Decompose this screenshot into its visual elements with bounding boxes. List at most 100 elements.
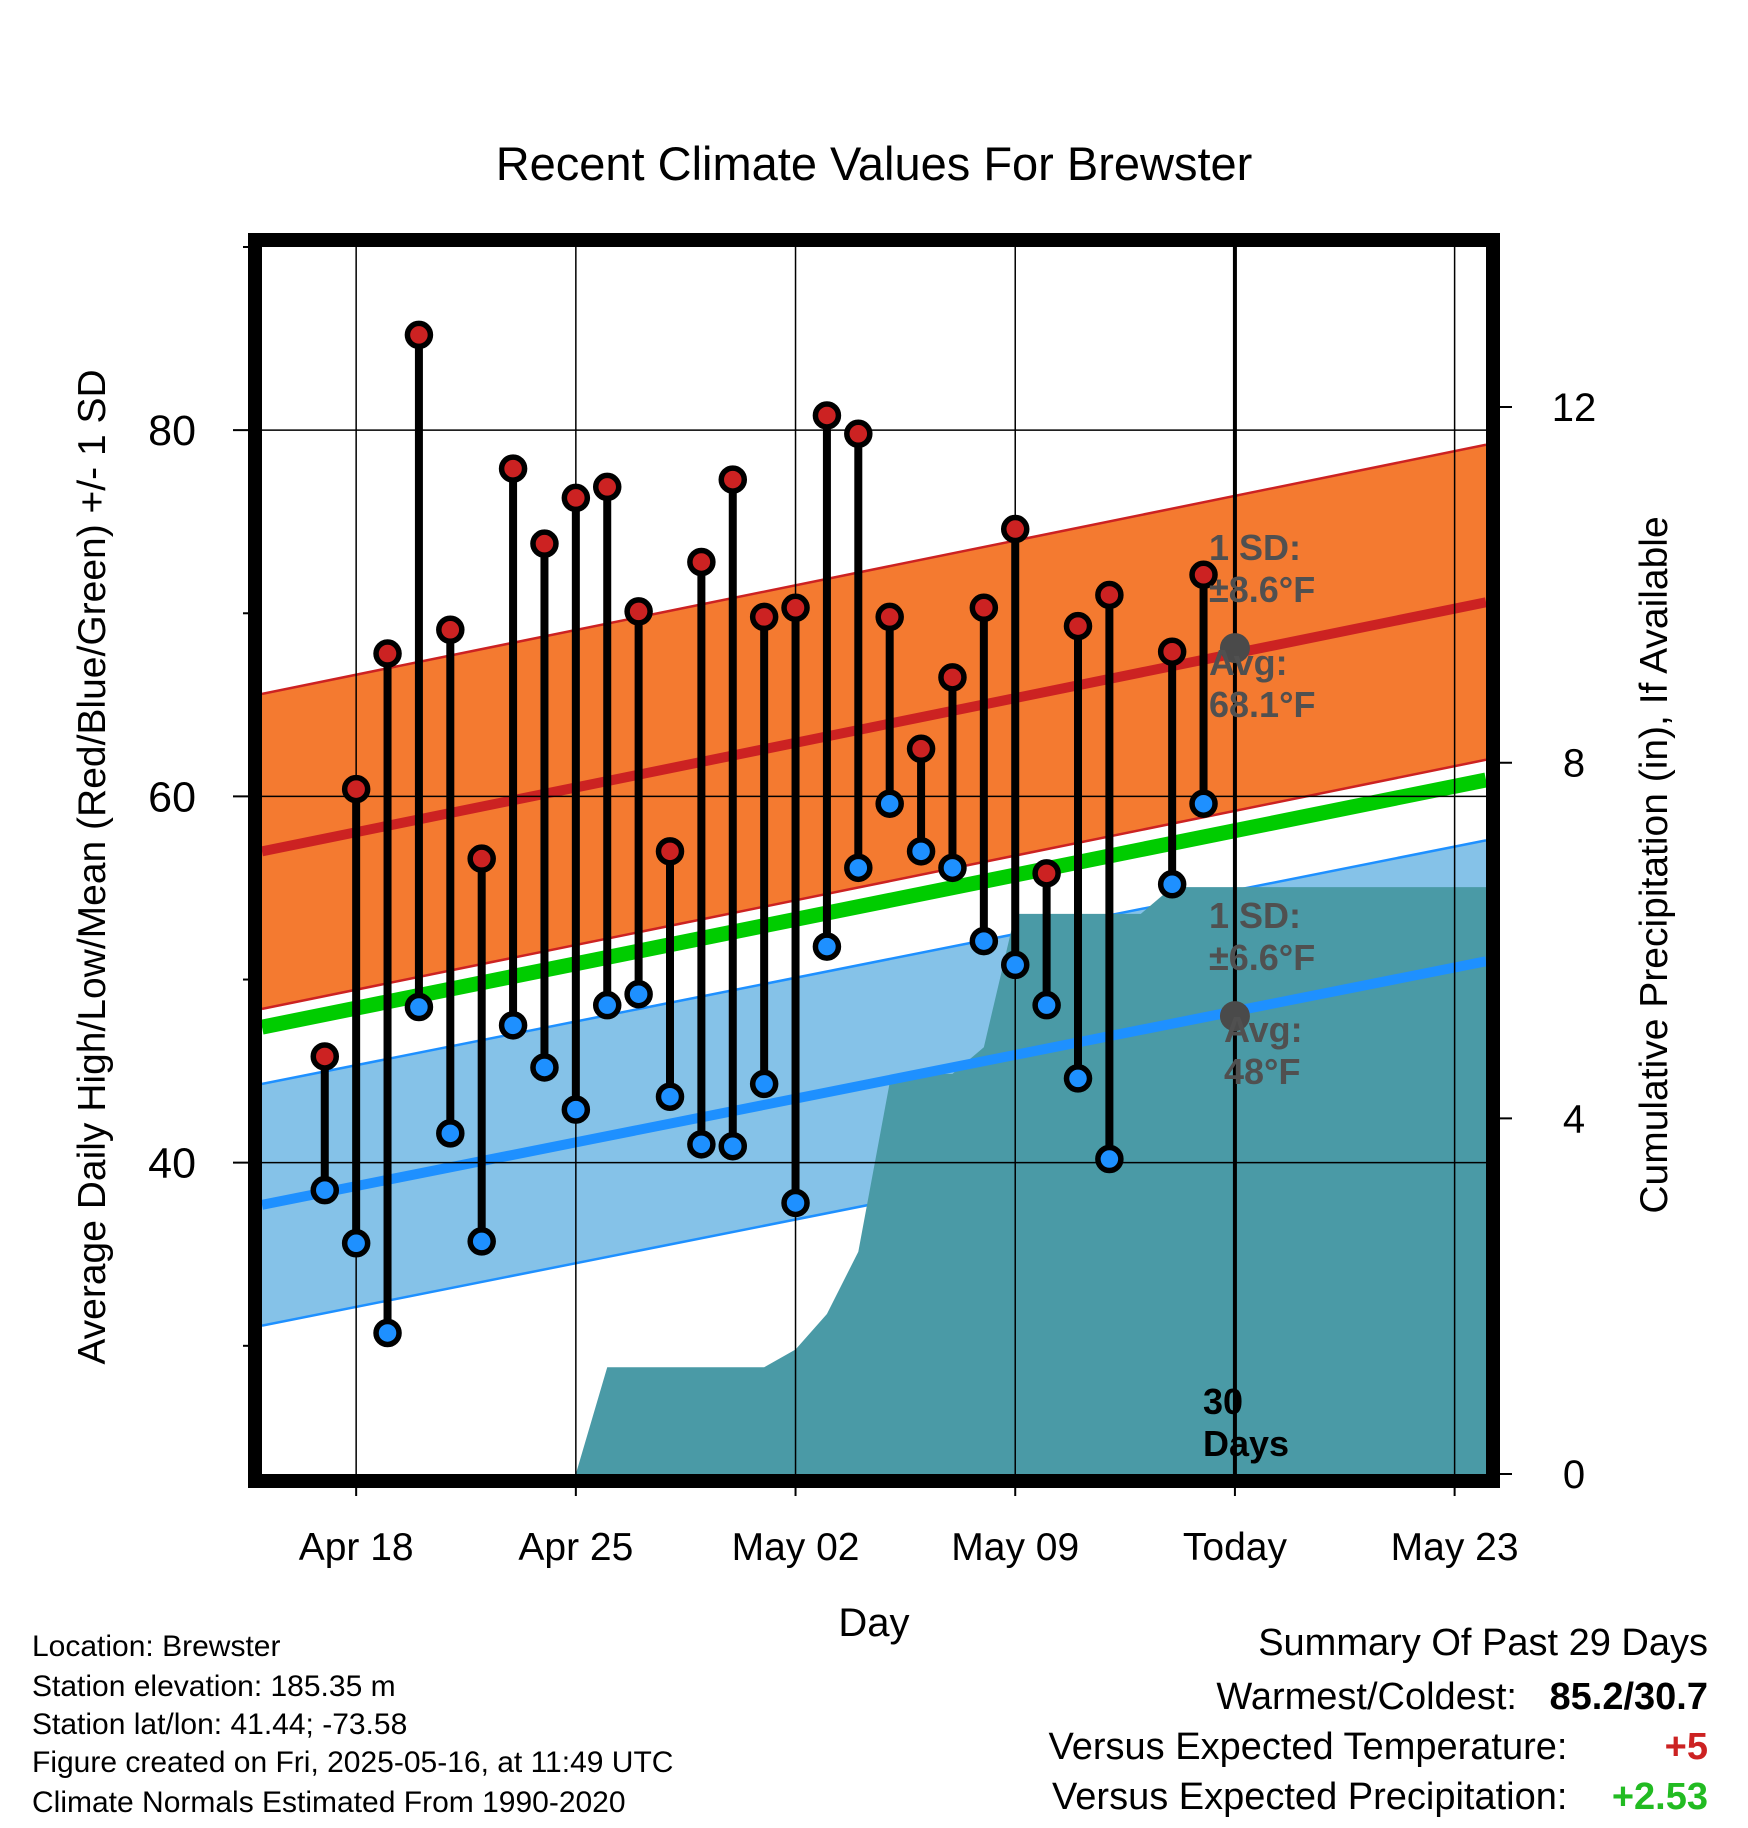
low-temp-point xyxy=(781,1188,810,1218)
low-temp-point xyxy=(844,853,873,883)
low-temp-point xyxy=(530,1053,559,1082)
normal-low-sd-band-upper-edge xyxy=(262,839,1486,1086)
high-temp-point xyxy=(1095,580,1124,610)
high-temp-point xyxy=(906,734,936,764)
low-temp-point xyxy=(718,1131,748,1161)
y2-tick-label: 12 xyxy=(1552,386,1597,430)
high-temp-point xyxy=(749,602,779,632)
summary-warm-cold-row: Warmest/Coldest: 85.2/30.7 xyxy=(1216,1676,1708,1719)
low-temp-point xyxy=(687,1130,716,1159)
footer-latlon: Station lat/lon: 41.44; -73.58 xyxy=(32,1708,408,1741)
y-tick-label: 40 xyxy=(148,1140,196,1188)
high-temp-point xyxy=(1189,560,1218,590)
low-temp-point xyxy=(341,1229,371,1258)
footer-created: Figure created on Fri, 2025-05-16, at 11… xyxy=(32,1746,674,1779)
annotation-1-line2: 68.1°F xyxy=(1209,684,1315,725)
high-temp-point xyxy=(781,593,810,623)
annotation-2-line1: 1 SD: xyxy=(1209,895,1301,936)
low-temp-point xyxy=(1032,990,1061,1020)
x-tick-label: May 02 xyxy=(732,1526,860,1569)
annotation-4-line2: Days xyxy=(1203,1423,1289,1464)
low-temp-point xyxy=(1189,789,1218,818)
high-temp-point xyxy=(655,837,685,866)
low-temp-point xyxy=(1157,870,1187,899)
x-tick-label: Today xyxy=(1183,1526,1288,1569)
x-tick-label: Apr 25 xyxy=(518,1526,633,1569)
normal-low-line xyxy=(262,956,1486,1210)
high-temp-point xyxy=(844,419,873,449)
annotation-1-line1: Avg: xyxy=(1209,642,1288,683)
normal-high-sd-band-lower-edge xyxy=(262,758,1486,1011)
low-temp-point xyxy=(373,1318,402,1348)
y-tick-label: 80 xyxy=(148,407,196,455)
annotation-3-line2: 48°F xyxy=(1224,1051,1300,1092)
footer-normals: Climate Normals Estimated From 1990-2020 xyxy=(32,1786,626,1819)
summary-warm-cold-value: 85.2/30.7 xyxy=(1549,1676,1708,1718)
summary-precip-label: Versus Expected Precipitation: xyxy=(1052,1776,1568,1818)
y2-tick-label: 4 xyxy=(1563,1097,1585,1141)
high-temp-point xyxy=(1032,859,1061,888)
y2-axis-label: Cumulative Precipitation (in), If Availa… xyxy=(1633,516,1676,1213)
high-temp-point xyxy=(938,663,967,692)
high-temp-point xyxy=(592,472,622,502)
footer-elevation: Station elevation: 185.35 m xyxy=(32,1670,396,1703)
high-temp-point xyxy=(687,547,716,577)
high-temp-point xyxy=(1063,611,1093,641)
low-temp-point xyxy=(906,837,936,866)
low-temp-point xyxy=(310,1175,340,1205)
high-temp-point xyxy=(530,529,559,558)
low-temp-point xyxy=(592,990,622,1020)
high-temp-point xyxy=(812,401,842,430)
normal-high-sd-band-upper-edge xyxy=(262,443,1486,696)
normal-mean-line xyxy=(262,772,1486,1035)
summary-warm-cold-label: Warmest/Coldest: xyxy=(1216,1676,1517,1718)
low-temp-point xyxy=(875,789,904,818)
high-temp-point xyxy=(341,774,371,804)
high-temp-point xyxy=(969,593,999,623)
high-temp-point xyxy=(467,844,496,873)
y2-tick-label: 8 xyxy=(1563,742,1585,786)
y-tick-label: 60 xyxy=(148,773,196,821)
high-temp-point xyxy=(718,465,748,494)
summary-title: Summary Of Past 29 Days xyxy=(1258,1622,1708,1664)
chart-title: Recent Climate Values For Brewster xyxy=(496,137,1253,190)
summary-temp-row: Versus Expected Temperature: +5 xyxy=(1049,1726,1708,1769)
low-temp-point xyxy=(561,1095,591,1124)
high-temp-point xyxy=(624,597,653,626)
high-temp-point xyxy=(404,320,434,350)
summary-precip-row: Versus Expected Precipitation: +2.53 xyxy=(1052,1776,1708,1819)
low-temp-point xyxy=(655,1082,685,1111)
low-temp-point xyxy=(624,979,653,1009)
today-normal-marker-1 xyxy=(1219,1001,1250,1032)
low-temp-point xyxy=(436,1119,465,1148)
low-temp-point xyxy=(938,853,967,883)
x-tick-label: Apr 18 xyxy=(299,1526,414,1569)
low-temp-point xyxy=(467,1227,496,1256)
normal-high-line xyxy=(262,597,1486,857)
high-temp-point xyxy=(310,1042,340,1071)
high-temp-point xyxy=(875,602,904,632)
high-temp-point xyxy=(436,615,465,645)
x-tick-label: May 09 xyxy=(951,1526,1079,1569)
annotation-0-line2: ±8.6°F xyxy=(1209,569,1315,610)
today-normal-marker-0 xyxy=(1219,633,1250,664)
x-axis-label: Day xyxy=(838,1601,909,1645)
high-temp-point xyxy=(561,483,591,513)
summary-precip-value: +2.53 xyxy=(1611,1776,1708,1818)
low-temp-point xyxy=(812,932,842,961)
low-temp-point xyxy=(498,1011,528,1040)
low-temp-point xyxy=(969,926,999,956)
x-tick-label: May 23 xyxy=(1391,1526,1519,1569)
high-temp-point xyxy=(373,639,402,668)
footer-location: Location: Brewster xyxy=(32,1630,281,1663)
plot-frame xyxy=(248,233,1500,1488)
low-temp-point xyxy=(1063,1064,1093,1093)
y-axis-label: Average Daily High/Low/Mean (Red/Blue/Gr… xyxy=(71,369,114,1364)
high-temp-point xyxy=(498,454,528,483)
annotation-0-line1: 1 SD: xyxy=(1209,527,1301,568)
annotation-3-line1: Avg: xyxy=(1224,1009,1303,1050)
high-temp-point xyxy=(1157,637,1187,666)
annotation-4-line1: 30 xyxy=(1203,1381,1243,1422)
high-temp-point xyxy=(1000,514,1030,544)
